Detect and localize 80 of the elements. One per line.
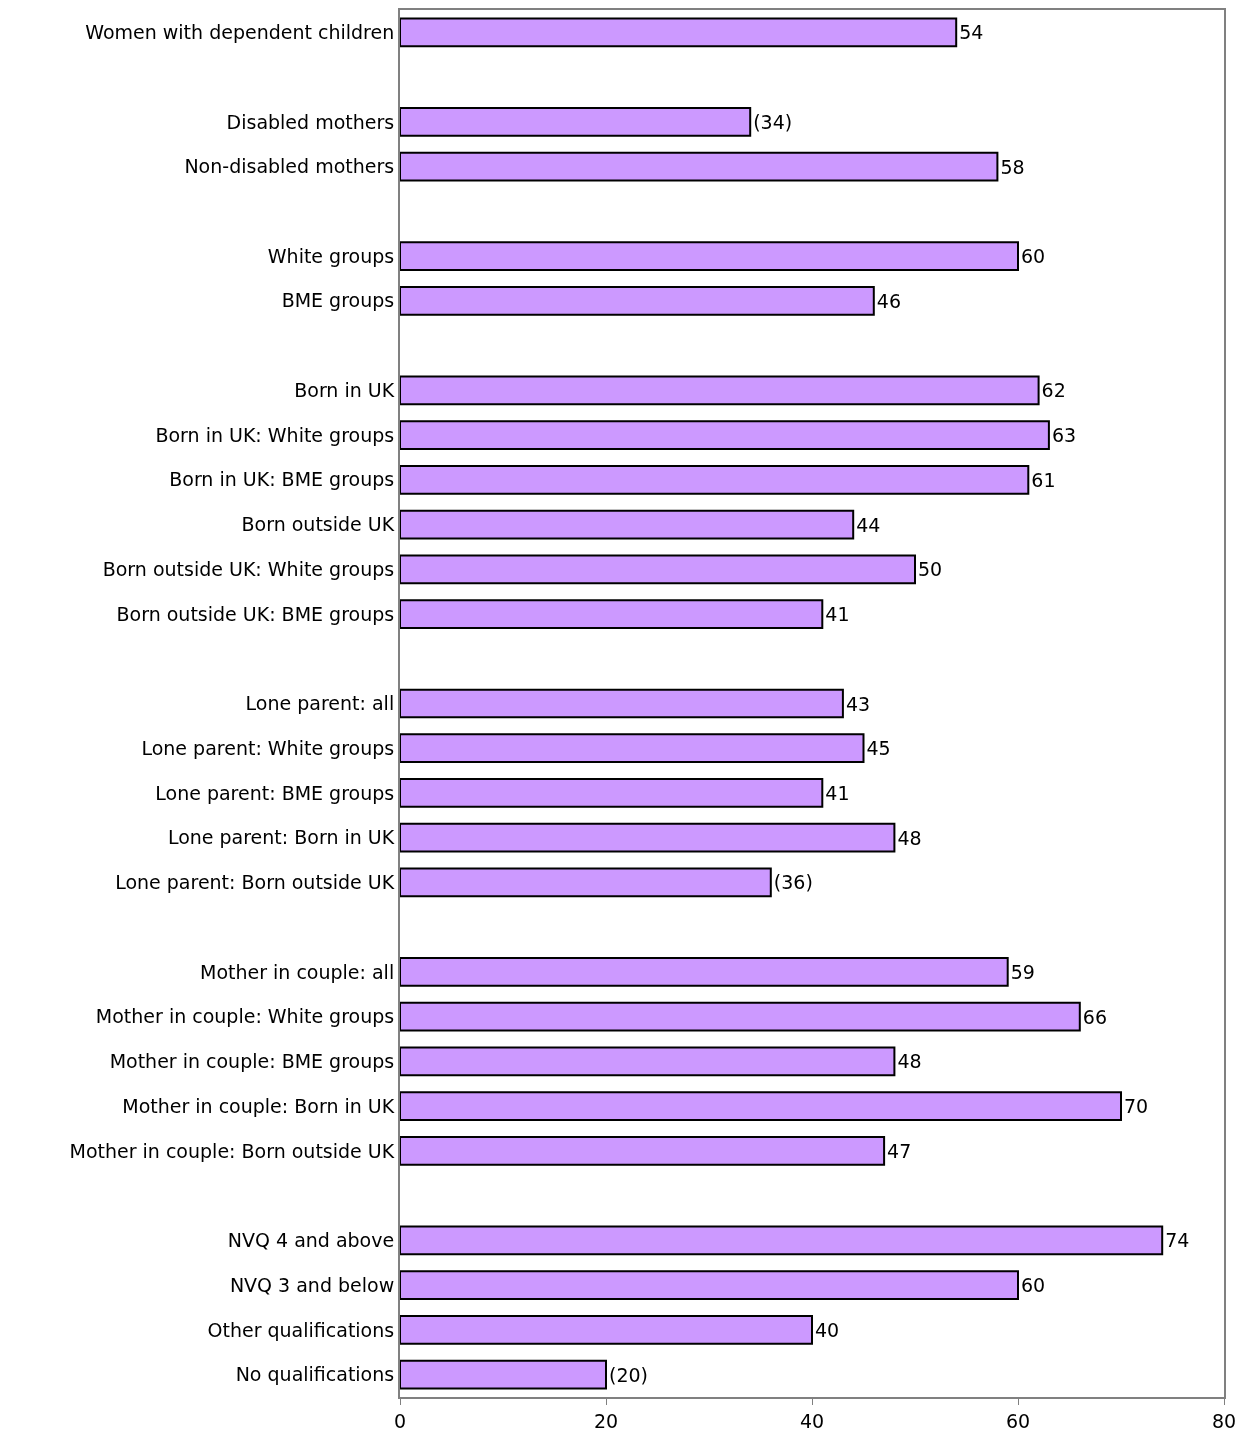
y-tick-label: NVQ 3 and below	[229, 1273, 395, 1296]
data-label: 61	[1031, 468, 1056, 491]
y-tick-label: Born outside UK: White groups	[102, 557, 395, 580]
y-tick-label: Mother in couple: Born in UK	[122, 1094, 395, 1117]
bar	[400, 509, 855, 540]
y-tick-label: Women with dependent children	[85, 21, 395, 44]
data-label: 70	[1124, 1095, 1149, 1118]
bar	[400, 1001, 1081, 1032]
data-label: 60	[1021, 1274, 1046, 1297]
data-label: 40	[815, 1318, 840, 1341]
bar	[400, 1315, 813, 1345]
x-tick-label: 40	[799, 1409, 825, 1432]
data-label: 46	[876, 289, 901, 312]
y-tick-label: Born in UK: BME groups	[169, 468, 395, 491]
y-tick-label: No qualifications	[235, 1363, 395, 1386]
data-label: 50	[918, 558, 943, 581]
y-tick-label: BME groups	[281, 289, 395, 312]
x-tick-label: 20	[593, 1409, 619, 1432]
bar	[400, 554, 916, 585]
y-tick-label: Lone parent: White groups	[141, 736, 395, 759]
data-label: 48	[897, 826, 922, 849]
y-tick-label: Born outside UK: BME groups	[116, 602, 395, 625]
y-tick-label: Disabled mothers	[226, 110, 395, 133]
data-label: 66	[1082, 1005, 1107, 1028]
bar	[400, 420, 1050, 450]
y-tick-label: Born in UK: White groups	[155, 423, 395, 446]
y-tick-label: Lone parent: Born in UK	[167, 826, 395, 849]
data-label: (20)	[609, 1363, 649, 1386]
data-label: (34)	[753, 110, 793, 133]
x-tick-label: 60	[1005, 1409, 1031, 1432]
bar	[400, 867, 772, 898]
y-tick-label: Mother in couple: White groups	[95, 1005, 395, 1028]
data-label: 59	[1010, 960, 1035, 983]
y-tick-label: Mother in couple: BME groups	[109, 1050, 395, 1073]
data-label: 62	[1041, 379, 1066, 402]
bar	[400, 1046, 896, 1077]
y-tick-label: Born outside UK	[241, 513, 395, 536]
y-tick-label: Lone parent: Born outside UK	[115, 871, 395, 894]
bar	[400, 106, 752, 137]
data-label: 58	[1000, 155, 1025, 178]
y-tick-label: Lone parent: BME groups	[155, 781, 395, 804]
y-tick-label: Born in UK	[294, 378, 395, 401]
data-label: 48	[897, 1050, 922, 1073]
x-tick-label: 0	[393, 1409, 407, 1432]
bar	[400, 957, 1009, 987]
data-label: 74	[1165, 1229, 1190, 1252]
bar	[400, 241, 1019, 271]
bar	[400, 285, 875, 316]
data-label: 41	[825, 603, 850, 626]
bar	[400, 1359, 607, 1390]
y-tick-label: NVQ 4 and above	[227, 1229, 395, 1252]
y-tick-label: Lone parent: all	[245, 692, 395, 715]
bar	[400, 1225, 1164, 1256]
bar	[400, 464, 1030, 495]
y-tick-label: White groups	[267, 244, 395, 267]
bar	[400, 599, 824, 629]
x-tick-label: 80	[1211, 1409, 1237, 1432]
data-label: 44	[856, 513, 881, 536]
data-label: 63	[1051, 424, 1077, 447]
bar	[400, 1136, 886, 1166]
bar	[400, 1091, 1122, 1122]
data-label: 41	[825, 781, 850, 804]
y-tick-label: Mother in couple: Born outside UK	[69, 1139, 395, 1162]
bar	[400, 151, 999, 182]
y-tick-label: Non-disabled mothers	[184, 155, 395, 178]
data-label: 54	[959, 21, 984, 44]
bar	[400, 688, 844, 719]
bar	[400, 822, 896, 853]
y-tick-label: Mother in couple: all	[200, 960, 395, 983]
bar	[400, 375, 1040, 406]
data-label: 45	[866, 737, 891, 760]
data-label: 60	[1021, 245, 1046, 268]
data-label: 43	[845, 692, 871, 715]
bar	[400, 17, 958, 48]
bar	[400, 778, 824, 808]
y-tick-label: Other qualifications	[207, 1318, 395, 1341]
bar	[400, 1270, 1019, 1301]
data-label: 47	[887, 1139, 912, 1162]
data-label: (36)	[773, 871, 813, 894]
bar	[400, 733, 865, 764]
